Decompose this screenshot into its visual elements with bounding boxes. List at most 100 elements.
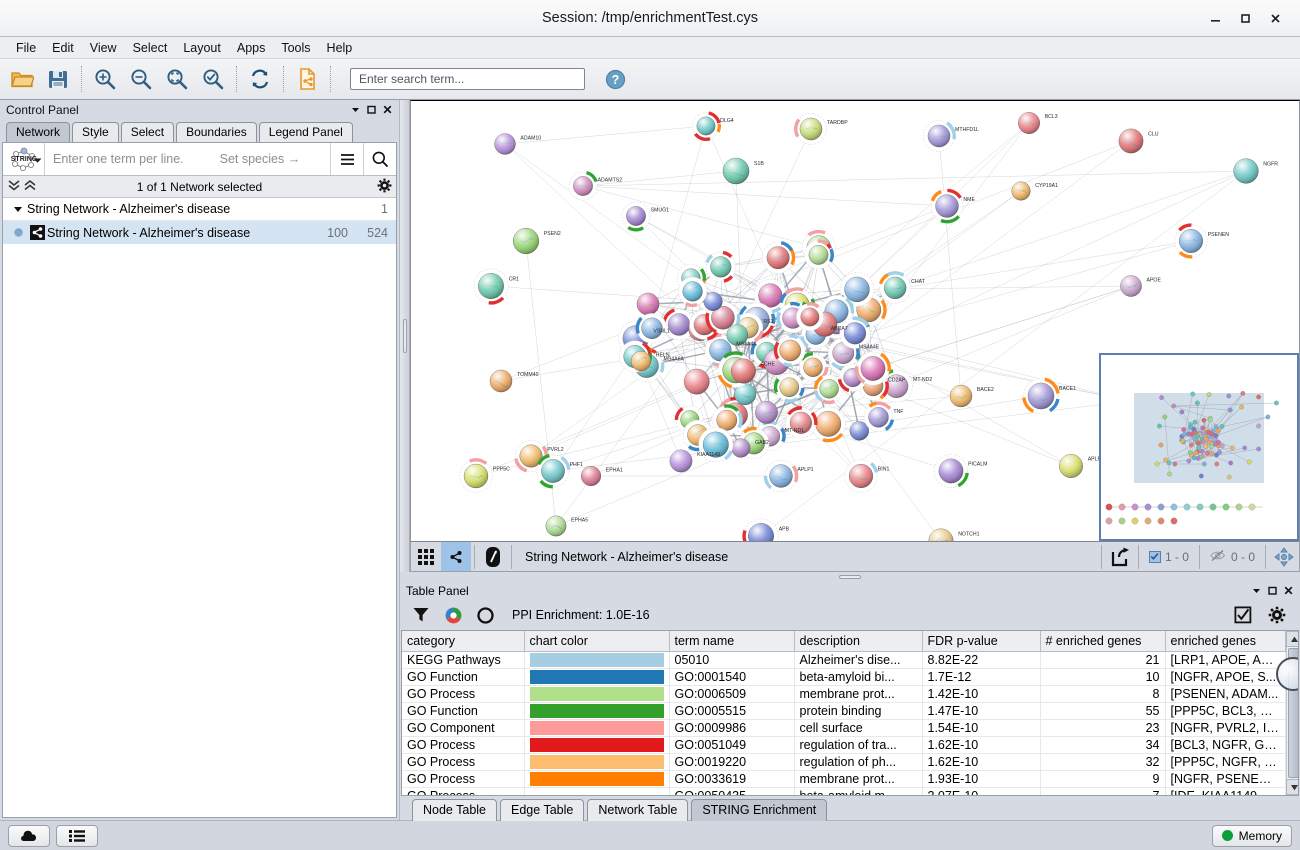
zoom-in-icon[interactable] xyxy=(87,62,123,96)
splitter-grip[interactable] xyxy=(402,319,407,353)
scrollbar-thumb[interactable] xyxy=(1288,648,1298,778)
network-node[interactable] xyxy=(459,458,493,493)
network-node[interactable] xyxy=(1018,112,1040,134)
network-node[interactable] xyxy=(844,459,879,493)
network-node[interactable] xyxy=(662,308,696,341)
network-node[interactable] xyxy=(763,459,799,493)
tab-select[interactable]: Select xyxy=(120,122,175,142)
zoom-out-icon[interactable] xyxy=(123,62,159,96)
tab-style[interactable]: Style xyxy=(72,122,119,142)
table-row[interactable]: GO Process GO:0006509 membrane prot... 1.42… xyxy=(402,685,1286,703)
network-canvas[interactable]: MT-ND2 MT-ND1 VSNL1 CD2AP MS4A4A MS4A6A MS4A4E… xyxy=(410,100,1300,541)
menu-tools[interactable]: Tools xyxy=(281,40,311,55)
pie-chart-icon[interactable] xyxy=(438,602,468,628)
search-icon[interactable] xyxy=(363,143,396,175)
table-row[interactable]: GO Process GO:0050435 beta-amyloid m... 2.0… xyxy=(402,787,1286,795)
tab-boundaries[interactable]: Boundaries xyxy=(176,122,257,142)
network-node[interactable] xyxy=(785,406,818,439)
network-node[interactable] xyxy=(580,465,602,487)
selected-count-group[interactable]: 1 - 0 xyxy=(1142,550,1196,564)
save-icon[interactable] xyxy=(40,62,76,96)
string-dropdown-caret-icon[interactable] xyxy=(33,153,42,167)
gear-icon[interactable] xyxy=(1262,602,1292,628)
scroll-up-arrow-icon[interactable] xyxy=(1286,631,1298,647)
menu-edit[interactable]: Edit xyxy=(52,40,74,55)
hidden-eye-icon[interactable] xyxy=(1210,549,1227,565)
network-node[interactable] xyxy=(1059,454,1083,478)
network-node[interactable] xyxy=(928,528,954,541)
memory-status-button[interactable]: Memory xyxy=(1211,824,1292,847)
network-node[interactable] xyxy=(512,227,540,255)
fit-to-window-icon[interactable] xyxy=(159,62,195,96)
annotation-icon[interactable] xyxy=(478,542,508,571)
tree-row-network[interactable]: String Network - Alzheimer's disease 100… xyxy=(3,221,396,244)
table-row[interactable]: GO Component GO:0009986 cell surface 1.54E-… xyxy=(402,719,1286,737)
network-node[interactable] xyxy=(705,250,736,283)
export-image-icon[interactable] xyxy=(1105,542,1135,571)
scroll-down-arrow-icon[interactable] xyxy=(1286,779,1298,795)
network-node[interactable] xyxy=(742,518,779,541)
checked-box-icon[interactable] xyxy=(1148,550,1161,563)
table-vertical-scrollbar[interactable] xyxy=(1275,631,1298,795)
network-overview-minimap[interactable] xyxy=(1099,353,1299,541)
gear-icon[interactable] xyxy=(377,178,392,196)
table-row[interactable]: GO Process GO:0019220 regulation of ph... 1… xyxy=(402,753,1286,771)
string-logo-icon[interactable]: STRING xyxy=(3,143,45,175)
network-node[interactable] xyxy=(949,384,973,408)
network-node[interactable] xyxy=(1022,377,1060,414)
network-node[interactable] xyxy=(698,427,734,463)
menu-view[interactable]: View xyxy=(89,40,117,55)
table-row[interactable]: GO Function GO:0001540 beta-amyloid bi... 1… xyxy=(402,668,1286,686)
expand-all-icon[interactable] xyxy=(23,178,37,195)
network-node[interactable] xyxy=(934,454,969,488)
menu-select[interactable]: Select xyxy=(132,40,168,55)
network-node[interactable] xyxy=(1233,158,1259,184)
horizontal-splitter[interactable] xyxy=(400,572,1300,581)
network-node[interactable] xyxy=(731,438,751,458)
table-row[interactable]: GO Process GO:0033619 membrane prot... 1.93… xyxy=(402,770,1286,788)
network-node[interactable] xyxy=(762,241,796,274)
network-node[interactable] xyxy=(636,292,660,316)
network-graph[interactable]: MT-ND2 MT-ND1 VSNL1 CD2AP MS4A4A MS4A6A MS4A4E… xyxy=(411,101,1291,541)
float-panel-icon[interactable] xyxy=(363,102,379,118)
menu-help[interactable]: Help xyxy=(326,40,353,55)
network-node[interactable] xyxy=(854,351,891,386)
network-node[interactable] xyxy=(683,368,710,395)
network-node[interactable] xyxy=(923,120,956,152)
network-node[interactable] xyxy=(1011,181,1031,201)
network-node[interactable] xyxy=(813,374,844,405)
network-node[interactable] xyxy=(1174,223,1208,259)
menu-layout[interactable]: Layout xyxy=(183,40,221,55)
column-header-chart-color[interactable]: chart color xyxy=(524,631,670,652)
table-row[interactable]: GO Function GO:0005515 protein binding 1.47… xyxy=(402,702,1286,720)
string-term-input[interactable]: Enter one term per line. Set species → xyxy=(45,143,330,175)
share-network-icon[interactable] xyxy=(289,62,325,96)
column-header-enriched-genes[interactable]: enriched genes xyxy=(1165,631,1286,652)
network-node[interactable] xyxy=(795,302,824,331)
column-header-enriched-count[interactable]: # enriched genes xyxy=(1040,631,1166,652)
network-node[interactable] xyxy=(930,188,964,224)
collapse-all-icon[interactable] xyxy=(7,178,21,195)
network-node[interactable] xyxy=(773,372,805,403)
maximize-window-button[interactable] xyxy=(1230,3,1260,33)
search-input[interactable] xyxy=(357,71,578,87)
hidden-count-group[interactable]: 0 - 0 xyxy=(1203,549,1262,565)
checked-box-icon[interactable] xyxy=(1228,602,1258,628)
list-icon[interactable] xyxy=(56,824,98,847)
network-node[interactable] xyxy=(1118,128,1144,154)
chevron-down-icon[interactable] xyxy=(347,102,363,118)
menu-apps[interactable]: Apps xyxy=(236,40,266,55)
tab-legend-panel[interactable]: Legend Panel xyxy=(258,122,353,142)
network-node[interactable] xyxy=(730,358,756,384)
network-node[interactable] xyxy=(839,316,871,349)
network-node[interactable] xyxy=(879,369,913,403)
network-node[interactable] xyxy=(473,268,509,305)
network-node[interactable] xyxy=(536,453,571,489)
network-node[interactable] xyxy=(545,515,567,537)
filter-funnel-icon[interactable] xyxy=(406,602,436,628)
network-node[interactable] xyxy=(773,334,806,367)
tab-network[interactable]: Network xyxy=(6,122,71,142)
table-row[interactable]: KEGG Pathways 05010 Alzheimer's dise... 8.8… xyxy=(402,651,1286,669)
close-panel-icon[interactable] xyxy=(379,102,395,118)
network-node[interactable] xyxy=(849,421,869,441)
